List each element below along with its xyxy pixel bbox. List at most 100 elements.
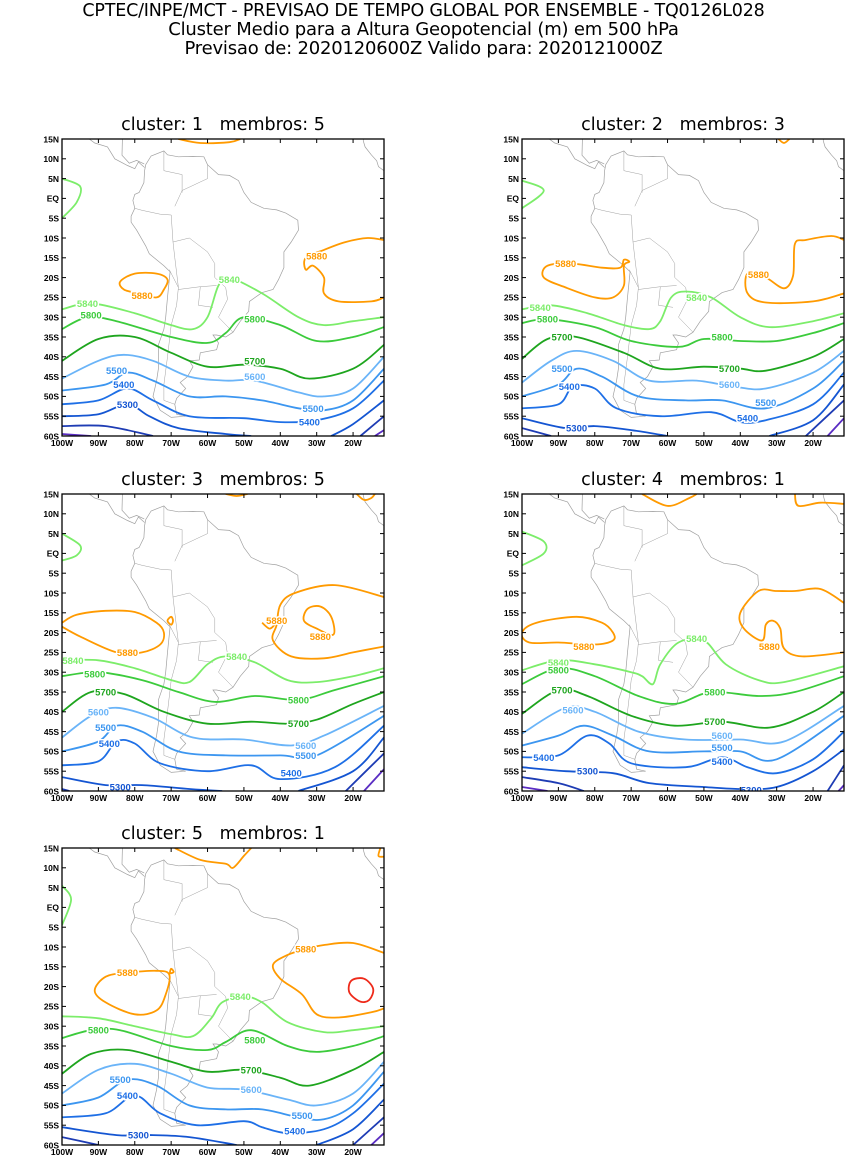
lat-tick-label: 10S (44, 233, 59, 243)
contour-label: 5800 (81, 311, 102, 322)
contour-line-5200 (522, 776, 585, 791)
lat-tick-label: 20S (504, 628, 519, 638)
contour-line-5800 (62, 671, 384, 703)
lon-tick-label: 100W (51, 793, 74, 803)
contour-label: 5500 (106, 366, 127, 377)
lat-tick-label: 5N (508, 174, 519, 184)
south-america-coastline (130, 505, 299, 773)
lat-tick-label: 50S (504, 392, 519, 402)
lat-tick-label: 60S (44, 1140, 59, 1150)
country-border (172, 596, 179, 643)
contour-line-5800 (522, 667, 844, 705)
map-layer: 5880 5880 5840 5800 5800 5700 5600 5500 5500 5400… (62, 848, 384, 1145)
lon-tick-label: 70W (162, 438, 180, 448)
contour-label: 5500 (712, 743, 733, 754)
lon-tick-label: 100W (51, 438, 74, 448)
country-border (163, 624, 179, 760)
contour-label: 5840 (219, 275, 240, 286)
lon-tick-label: 20W (344, 1147, 362, 1157)
contour-label: 5880 (117, 968, 138, 979)
lat-tick-label: 5S (49, 214, 60, 224)
contour-label: 5880 (759, 642, 780, 653)
lat-tick-label: EQ (507, 194, 520, 204)
lat-tick-label: 5S (509, 214, 520, 224)
lat-tick-label: 10N (503, 509, 519, 519)
panel-title: cluster: 1 membros: 5 (121, 115, 325, 135)
contour-label: 5800 (712, 333, 733, 344)
lon-tick-label: 40W (732, 438, 750, 448)
country-border (163, 150, 183, 193)
lon-tick-label: 80W (126, 438, 144, 448)
contour-line-5300 (62, 1126, 237, 1145)
lat-tick-label: 50S (504, 747, 519, 757)
contour-label: 5400 (712, 757, 733, 768)
contour-line-5600 (62, 1061, 384, 1107)
lat-tick-label: 10N (43, 154, 59, 164)
contour-line-5880 (777, 139, 790, 144)
contour-line-5840 (62, 532, 82, 562)
contour-line-5840 (522, 179, 545, 210)
country-border (632, 241, 639, 288)
contour-line-5840 (62, 276, 384, 331)
contour-line-5880 (744, 235, 844, 305)
lat-tick-label: 20S (504, 273, 519, 283)
contour-label: 5400 (559, 382, 580, 393)
contour-line-5880 (62, 609, 165, 655)
central-america-coastline (581, 139, 605, 165)
africa-coastline (362, 494, 384, 526)
contour-label: 5880 (266, 616, 287, 627)
country-border (163, 859, 183, 902)
contour-label: 5800 (88, 1026, 109, 1037)
contour-line-5880 (178, 139, 241, 145)
country-border (620, 213, 694, 333)
contour-line-5200 (345, 752, 384, 791)
contour-line-5840 (522, 530, 548, 567)
lat-tick-label: 45S (504, 727, 519, 737)
cluster-map: cluster: 1 membros: 55880588058405840580… (43, 115, 385, 448)
contour-label: 5800 (244, 315, 265, 326)
lat-tick-label: 40S (44, 352, 59, 362)
contour-line-5600 (522, 350, 844, 391)
lat-tick-label: 60S (44, 786, 59, 796)
contour-label: 5600 (712, 731, 733, 742)
lat-tick-label: 30S (504, 313, 519, 323)
country-border (594, 208, 621, 215)
lon-tick-label: 60W (659, 438, 677, 448)
contour-line-5880 (271, 584, 384, 660)
lat-tick-label: 35S (44, 687, 59, 697)
country-border (172, 950, 179, 997)
country-border (174, 519, 208, 562)
contour-line-5100 (370, 1132, 384, 1145)
contour-line-5800 (522, 318, 844, 348)
contour-line-5880 (377, 848, 384, 858)
contour-label: 5300 (128, 1131, 149, 1142)
contour-line-5100 (363, 768, 384, 791)
lon-tick-label: 90W (90, 793, 108, 803)
contour-line-5840 (522, 290, 844, 331)
contour-label: 5880 (306, 251, 327, 262)
contour-label: 5840 (530, 303, 551, 314)
lat-tick-label: 30S (504, 668, 519, 678)
contour-line-5700 (62, 689, 384, 725)
contour-line-5600 (62, 705, 384, 747)
lat-tick-label: 15N (43, 843, 59, 853)
lon-tick-label: 20W (804, 793, 822, 803)
contour-label: 5300 (577, 767, 598, 778)
lon-tick-label: 40W (272, 793, 290, 803)
contour-line-5500 (62, 368, 384, 412)
lon-tick-label: 40W (272, 1147, 290, 1157)
lon-tick-label: 60W (659, 793, 677, 803)
country-border (634, 164, 668, 207)
lat-tick-label: 10S (504, 233, 519, 243)
country-border (594, 563, 621, 570)
contour-line-5400 (62, 379, 384, 424)
contour-line-5880 (641, 494, 698, 507)
lon-tick-label: 50W (235, 793, 253, 803)
lon-tick-label: 70W (162, 793, 180, 803)
contour-line-5880 (169, 967, 175, 975)
contour-line-5700 (522, 334, 844, 373)
lat-tick-label: 35S (44, 1041, 59, 1051)
map-layer: 5880 588058405840580058005700570056005600… (522, 494, 844, 791)
lon-tick-label: 40W (732, 793, 750, 803)
